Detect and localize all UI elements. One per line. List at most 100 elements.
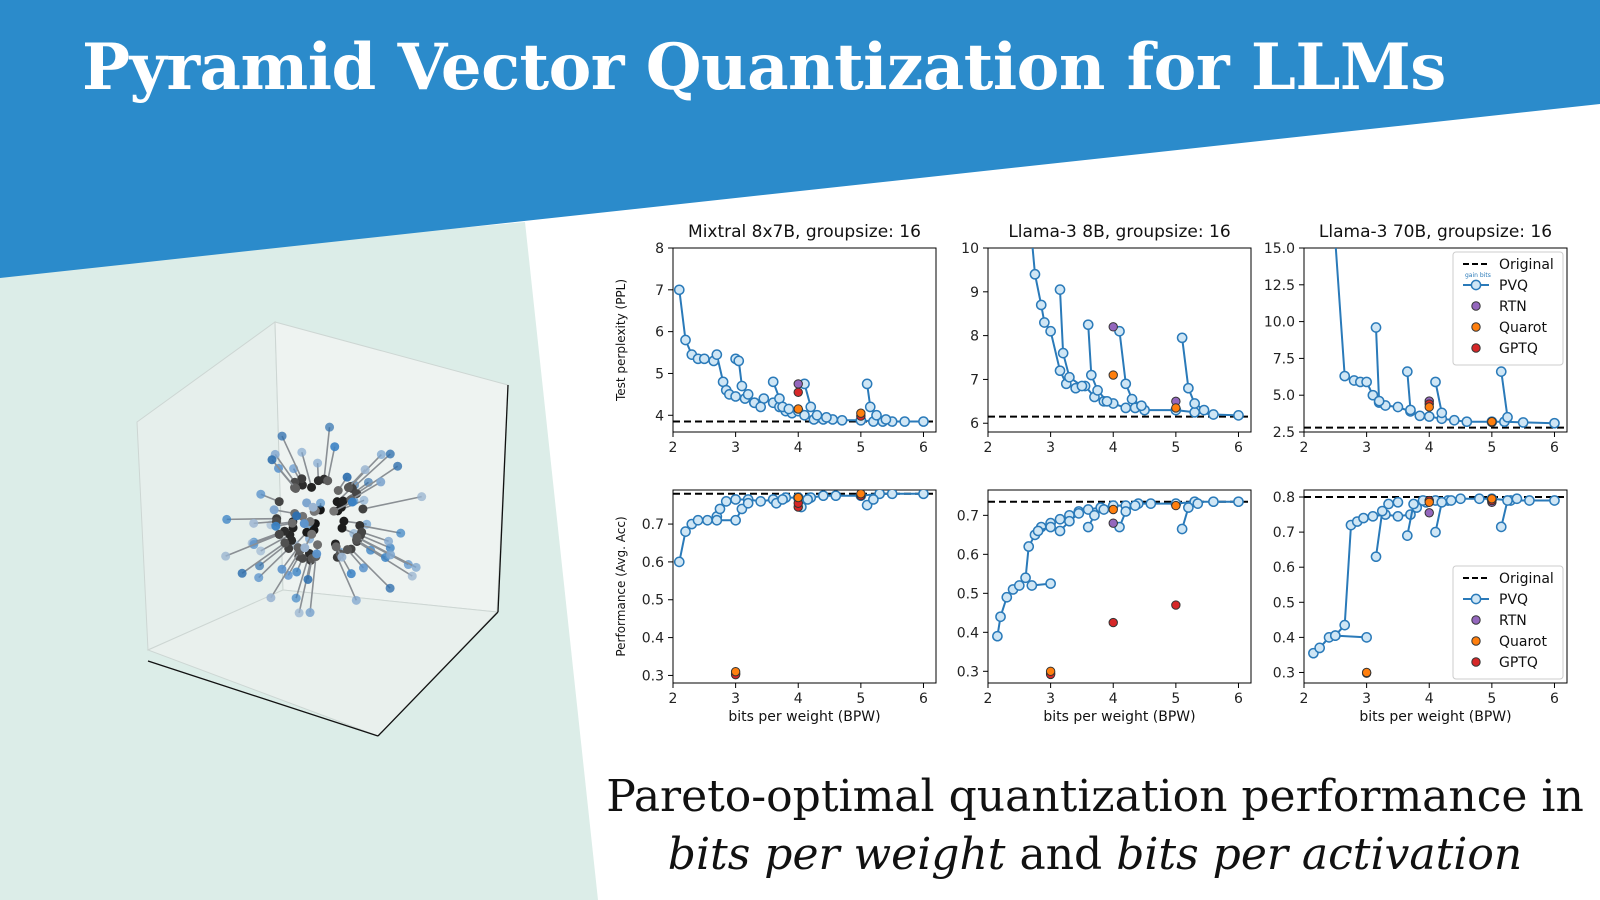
- sphere-core-dot: [329, 506, 339, 516]
- y-tick-label: 7.5: [1273, 351, 1295, 367]
- x-tick-label: 5: [1487, 691, 1496, 707]
- legend-label: Quarot: [1499, 634, 1547, 650]
- pvq-point: [1208, 496, 1219, 508]
- y-tick-label: 0.7: [642, 517, 664, 533]
- pvq-point: [1401, 530, 1413, 541]
- legend-gptq-marker: [1471, 343, 1481, 353]
- plot-area: [672, 247, 937, 433]
- pvq-point: [1120, 506, 1132, 517]
- pvq-point: [1208, 409, 1219, 420]
- pvq-point: [730, 391, 741, 402]
- sphere-tip-dot: [351, 595, 361, 605]
- pvq-point: [1445, 495, 1457, 506]
- caption-line-1: Pareto-optimal quantization performance …: [606, 771, 1584, 822]
- sphere-tip-dot: [249, 518, 259, 528]
- y-tick-label: 5: [655, 366, 664, 382]
- sphere-tip-dot: [376, 477, 386, 487]
- sphere-tip-dot: [384, 536, 394, 546]
- plot-content: [1304, 493, 1567, 678]
- sphere-core-dot: [274, 529, 284, 539]
- y-tick-label: 7: [655, 283, 664, 299]
- sphere-tip-dot: [271, 521, 281, 531]
- pvq-point: [1082, 319, 1094, 331]
- sphere-core-dot: [287, 518, 297, 528]
- legend-rtn-marker: [1471, 301, 1481, 311]
- sphere-spikes: [221, 422, 427, 618]
- x-tick-label: 4: [1109, 440, 1118, 456]
- quarot-point: [1045, 666, 1056, 677]
- x-tick-label: 6: [1550, 691, 1559, 707]
- pvq-line: [1406, 371, 1412, 410]
- pvq-point: [1436, 407, 1448, 419]
- legend-box: [1452, 251, 1564, 366]
- pvq-point: [864, 401, 876, 413]
- caption-bpa: bits per activation: [1116, 829, 1523, 880]
- sphere-tip-dot: [312, 549, 322, 559]
- pvq-point: [1029, 268, 1041, 280]
- y-tick-label: 10: [961, 241, 979, 257]
- sphere-spike: [362, 495, 422, 510]
- pvq-point: [1408, 498, 1419, 510]
- sphere-core-dot: [343, 545, 353, 555]
- y-tick-label: 0.4: [957, 625, 979, 641]
- sphere-tip-dot: [300, 543, 310, 553]
- y-tick-label: 6: [655, 325, 664, 341]
- legend-label: PVQ: [1499, 592, 1528, 608]
- pvq-point: [1233, 410, 1244, 421]
- x-tick-label: 3: [1046, 440, 1055, 456]
- plot-content: [988, 496, 1251, 680]
- quarot-point: [1487, 416, 1497, 427]
- pvq-point: [1448, 414, 1460, 426]
- y-tick-label: 7: [970, 372, 979, 388]
- sphere-core-dot: [280, 538, 290, 548]
- sphere-tip-dot: [393, 461, 403, 471]
- pvq-point: [811, 409, 823, 421]
- y-tick-label: 0.4: [642, 631, 664, 647]
- pvq-point: [1314, 642, 1326, 654]
- sphere-spike: [258, 547, 290, 579]
- sphere-tip-dot: [297, 447, 307, 457]
- pvq-point: [821, 412, 832, 423]
- sphere-tip-dot: [347, 497, 357, 507]
- pvq-point: [1145, 498, 1157, 509]
- pvq-point: [1370, 551, 1382, 563]
- x-tick-label: 6: [919, 440, 928, 456]
- chart-acc-llama8b: 2 3 4 5 6 0.3 0.4 0.5 0.6 0.7 bits per weight (BPW…: [957, 489, 1252, 725]
- pvq-point: [1358, 512, 1369, 524]
- x-tick-label: 4: [1425, 691, 1434, 707]
- legend: Original PVQ RTN Quarot GPTQ: [1452, 565, 1564, 680]
- pvq-line: [1312, 497, 1555, 654]
- sphere-spike: [309, 556, 317, 613]
- sphere-core-dot: [307, 529, 317, 539]
- pvq-point: [1032, 525, 1044, 537]
- pvq-point: [711, 514, 723, 526]
- x-tick-label: 5: [856, 691, 865, 707]
- sphere-tip-dot: [267, 455, 277, 465]
- pvq-point: [1136, 400, 1147, 412]
- pvq-point: [702, 514, 713, 526]
- pvq-point: [861, 378, 873, 390]
- pvq-point: [1370, 322, 1382, 333]
- pvq-point: [1073, 508, 1085, 519]
- x-tick-label: 2: [984, 440, 993, 456]
- sphere-tip-dot: [222, 514, 232, 524]
- quarot-point: [1424, 497, 1434, 507]
- pvq-point: [1126, 393, 1138, 405]
- pvq-point: [880, 414, 892, 425]
- pvq-point: [1339, 619, 1351, 631]
- pvq-point: [799, 409, 810, 421]
- chart-ppl-llama70b: 2 3 4 5 6 2.5 5.0 7.5 10.0 12.5 15.0 Llama-3 70B, g…: [1264, 222, 1568, 456]
- pvq-point: [673, 284, 685, 296]
- legend-label: GPTQ: [1499, 655, 1538, 671]
- pvq-point: [673, 556, 685, 568]
- pvq-point: [1423, 411, 1435, 422]
- sphere-tip-dot: [337, 552, 347, 562]
- sphere-spike: [226, 517, 277, 521]
- pvq-point: [1039, 317, 1050, 328]
- sphere-tip-dot: [237, 568, 247, 578]
- sphere-tip-dot: [294, 608, 304, 618]
- sphere-spike: [274, 453, 296, 483]
- pvq-point: [1064, 371, 1075, 383]
- pvq-line: [1500, 371, 1509, 418]
- plot-content: [673, 490, 936, 680]
